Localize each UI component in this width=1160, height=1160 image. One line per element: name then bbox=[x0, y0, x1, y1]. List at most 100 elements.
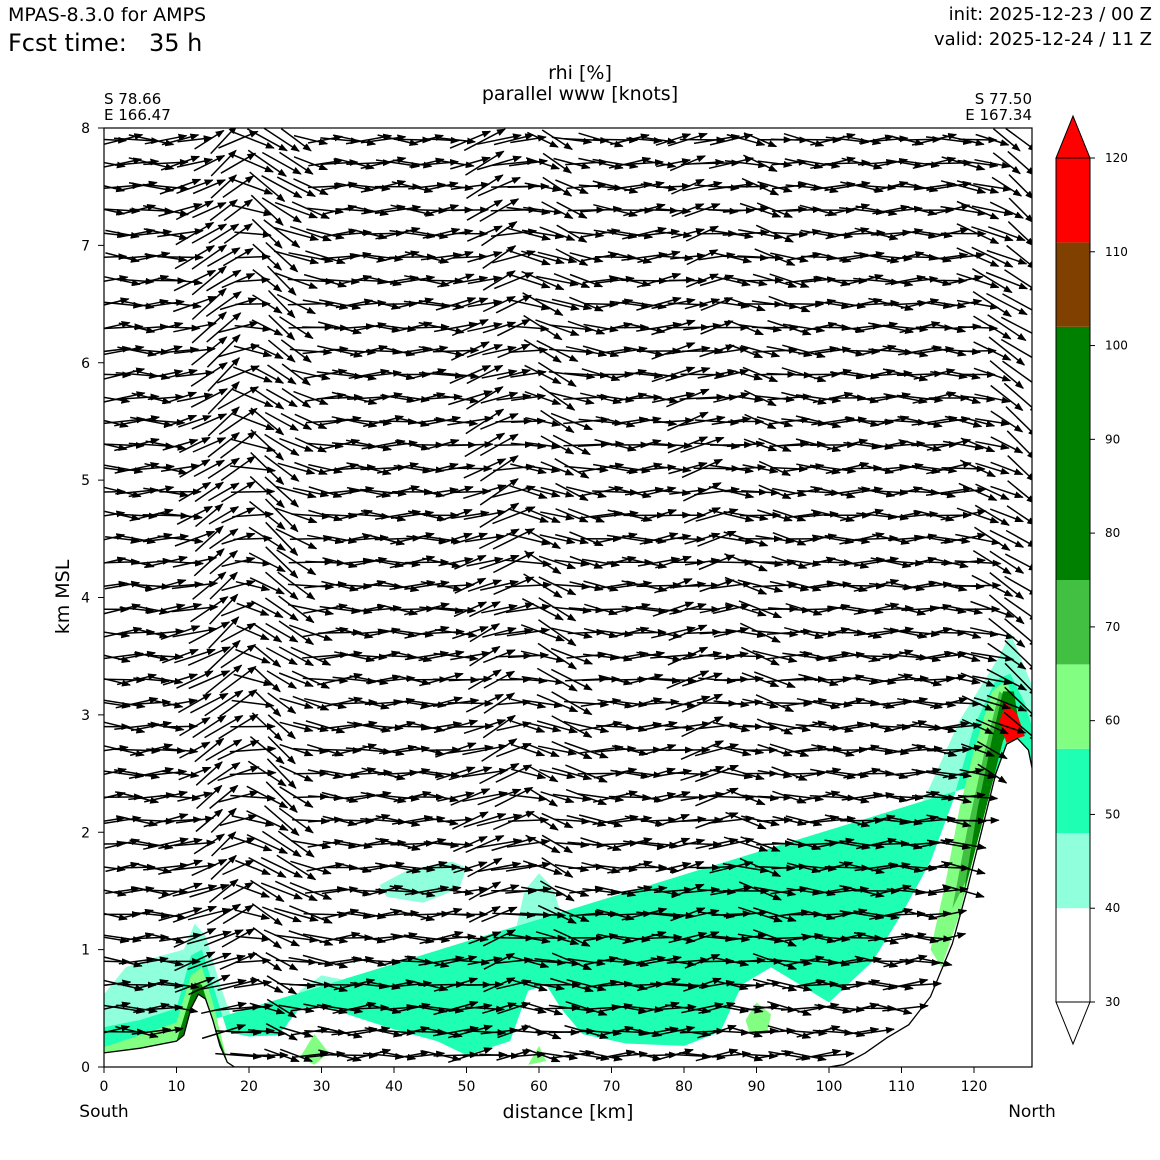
wind-arrow bbox=[104, 744, 129, 752]
wind-arrow bbox=[274, 880, 318, 902]
wind-arrow bbox=[130, 720, 173, 732]
wind-arrow bbox=[231, 130, 275, 149]
wind-arrow bbox=[104, 701, 131, 709]
wind-arrow bbox=[178, 481, 212, 502]
wind-arrow bbox=[113, 137, 161, 145]
wind-arrow bbox=[163, 722, 199, 730]
wind-arrow bbox=[178, 693, 212, 714]
wind-arrow bbox=[117, 346, 157, 357]
wind-arrow bbox=[322, 840, 358, 849]
wind-arrow bbox=[222, 175, 255, 199]
wind-arrow bbox=[1007, 480, 1032, 504]
wind-arrow bbox=[191, 244, 228, 270]
wind-arrow bbox=[119, 252, 155, 260]
wind-arrow bbox=[148, 675, 184, 685]
wind-arrow bbox=[249, 171, 286, 202]
wind-arrow bbox=[209, 571, 238, 600]
wind-arrow bbox=[130, 416, 174, 428]
wind-arrow bbox=[160, 463, 201, 473]
wind-arrow bbox=[278, 620, 315, 646]
wind-arrow bbox=[144, 462, 188, 475]
wind-arrow bbox=[174, 839, 216, 847]
wind-arrow bbox=[232, 153, 274, 173]
wind-arrow bbox=[131, 1026, 172, 1035]
colorbar-level bbox=[1056, 580, 1090, 665]
wind-arrow bbox=[158, 837, 203, 850]
wind-arrow bbox=[246, 834, 289, 854]
wind-arrow bbox=[104, 464, 144, 475]
wind-arrow bbox=[173, 269, 217, 292]
wind-arrow bbox=[209, 528, 239, 550]
wind-arrow bbox=[104, 157, 143, 168]
wind-arrow bbox=[218, 790, 259, 803]
forecast-time-label: Fcst time: bbox=[8, 29, 127, 57]
wind-arrow bbox=[206, 269, 242, 292]
wind-arrow bbox=[145, 578, 187, 593]
wind-arrow bbox=[193, 548, 225, 577]
wind-arrow bbox=[172, 884, 218, 897]
y-tick-label: 8 bbox=[81, 121, 90, 137]
wind-arrow bbox=[956, 816, 1000, 824]
wind-arrow bbox=[104, 631, 131, 639]
wind-arrow bbox=[252, 951, 283, 972]
wind-arrow bbox=[555, 248, 589, 266]
wind-arrow bbox=[147, 628, 185, 636]
wind-arrow bbox=[265, 781, 298, 814]
wind-arrow bbox=[104, 345, 132, 353]
wind-arrow bbox=[250, 386, 285, 410]
wind-arrow bbox=[304, 1028, 348, 1036]
wind-arrow bbox=[208, 506, 240, 525]
wind-arrow bbox=[118, 322, 156, 334]
wind-arrow bbox=[142, 183, 190, 192]
wind-arrow bbox=[158, 816, 203, 824]
wind-arrow bbox=[113, 747, 161, 755]
wind-arrow bbox=[317, 650, 363, 661]
wind-arrow bbox=[191, 223, 228, 244]
wind-arrow bbox=[251, 712, 283, 741]
y-tick-label: 1 bbox=[81, 943, 90, 959]
wind-arrow bbox=[210, 128, 238, 155]
wind-arrow bbox=[273, 226, 320, 241]
wind-arrow bbox=[263, 219, 301, 249]
wind-arrow bbox=[158, 907, 203, 922]
rhi-region-57 bbox=[299, 1034, 329, 1065]
wind-arrow bbox=[235, 935, 271, 943]
x-tick-label: 110 bbox=[888, 1079, 915, 1095]
wind-arrow bbox=[118, 650, 157, 661]
colorbar-level bbox=[1056, 242, 1090, 327]
wind-arrow bbox=[305, 720, 346, 734]
wind-arrow bbox=[302, 651, 349, 659]
wind-arrow bbox=[187, 930, 232, 945]
y-tick-label: 2 bbox=[81, 825, 90, 841]
wind-arrow bbox=[158, 882, 203, 900]
wind-arrow bbox=[193, 459, 226, 478]
wind-arrow bbox=[207, 457, 241, 480]
wind-arrow bbox=[276, 485, 317, 499]
wind-arrow bbox=[1004, 269, 1032, 293]
wind-arrow bbox=[252, 622, 283, 643]
wind-arrow bbox=[188, 670, 231, 690]
wind-arrow bbox=[292, 1026, 330, 1036]
x-tick-label: 0 bbox=[100, 1079, 109, 1095]
right-endpoint-lon: E 167.34 bbox=[965, 106, 1032, 124]
wind-arrow bbox=[276, 176, 316, 197]
terrain-fill bbox=[104, 738, 1032, 1067]
wind-arrow bbox=[264, 476, 300, 508]
wind-arrow bbox=[193, 154, 226, 172]
wind-arrow bbox=[204, 929, 244, 947]
wind-arrow bbox=[133, 911, 171, 919]
wind-arrow bbox=[267, 692, 297, 714]
wind-arrow bbox=[265, 647, 298, 666]
wind-arrow bbox=[229, 769, 277, 777]
wind-arrow bbox=[247, 1028, 288, 1037]
wind-arrow bbox=[250, 429, 285, 461]
wind-arrow bbox=[217, 386, 260, 410]
wind-arrow bbox=[233, 673, 273, 687]
wind-arrow bbox=[104, 934, 142, 943]
wind-arrow bbox=[302, 677, 349, 685]
wind-arrow bbox=[195, 761, 223, 786]
wind-arrow bbox=[251, 976, 284, 994]
wind-arrow bbox=[220, 152, 257, 174]
y-tick-label: 4 bbox=[81, 591, 90, 607]
colorbar-tick-label: 30 bbox=[1105, 995, 1120, 1009]
